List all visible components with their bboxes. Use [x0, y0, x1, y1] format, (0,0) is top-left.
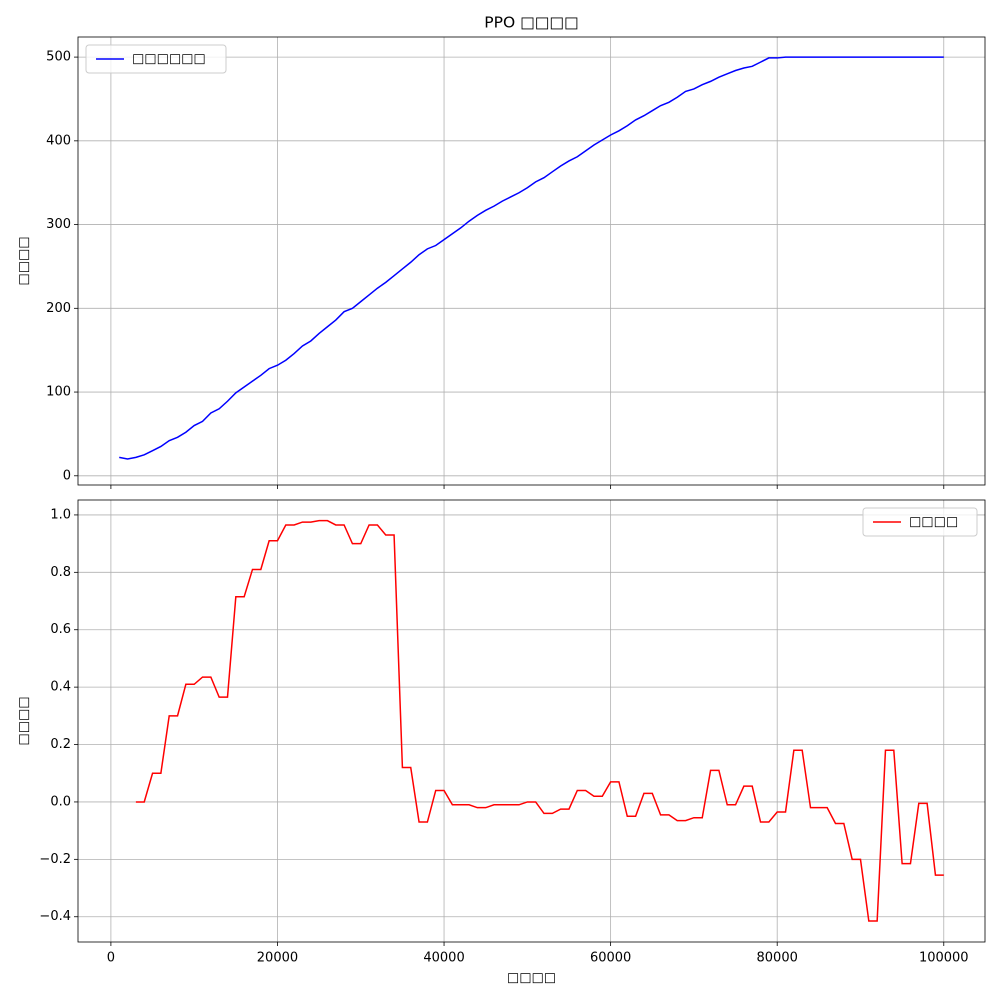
y-tick-label: 0 — [63, 468, 71, 483]
x-tick-label: 0 — [107, 951, 115, 966]
legend-label: □□□□ — [909, 515, 958, 530]
y-tick-label: 400 — [46, 133, 71, 148]
y-tick-label: −0.2 — [39, 852, 71, 867]
x-tick-label: 60000 — [590, 951, 631, 966]
y-axis-label: □□□□ — [17, 696, 32, 745]
y-tick-label: 0.0 — [50, 794, 71, 809]
y-tick-label: 100 — [46, 385, 71, 400]
legend-box — [85, 44, 227, 74]
plot-frame — [77, 499, 986, 943]
data-line — [119, 56, 944, 460]
x-tick-label: 100000 — [919, 951, 969, 966]
x-tick-label: 40000 — [423, 951, 464, 966]
y-tick-label: 1.0 — [50, 507, 71, 522]
data-line — [135, 519, 944, 922]
y-tick-label: 0.2 — [50, 737, 71, 752]
y-axis-label: □□□□ — [17, 236, 32, 285]
x-tick-label: 80000 — [757, 951, 798, 966]
y-tick-label: 300 — [46, 217, 71, 232]
chart-title: PPO □□□□ — [484, 14, 578, 32]
y-tick-label: 0.4 — [50, 680, 71, 695]
y-tick-label: 500 — [46, 50, 71, 65]
plot-frame — [77, 36, 986, 486]
y-tick-label: 200 — [46, 301, 71, 316]
x-tick-label: 20000 — [257, 951, 298, 966]
legend-label: □□□□□□ — [132, 52, 206, 67]
legend-box — [862, 507, 978, 537]
y-tick-label: 0.6 — [50, 622, 71, 637]
x-axis-label: □□□□ — [507, 971, 556, 986]
y-tick-label: −0.4 — [39, 909, 71, 924]
y-tick-label: 0.8 — [50, 565, 71, 580]
